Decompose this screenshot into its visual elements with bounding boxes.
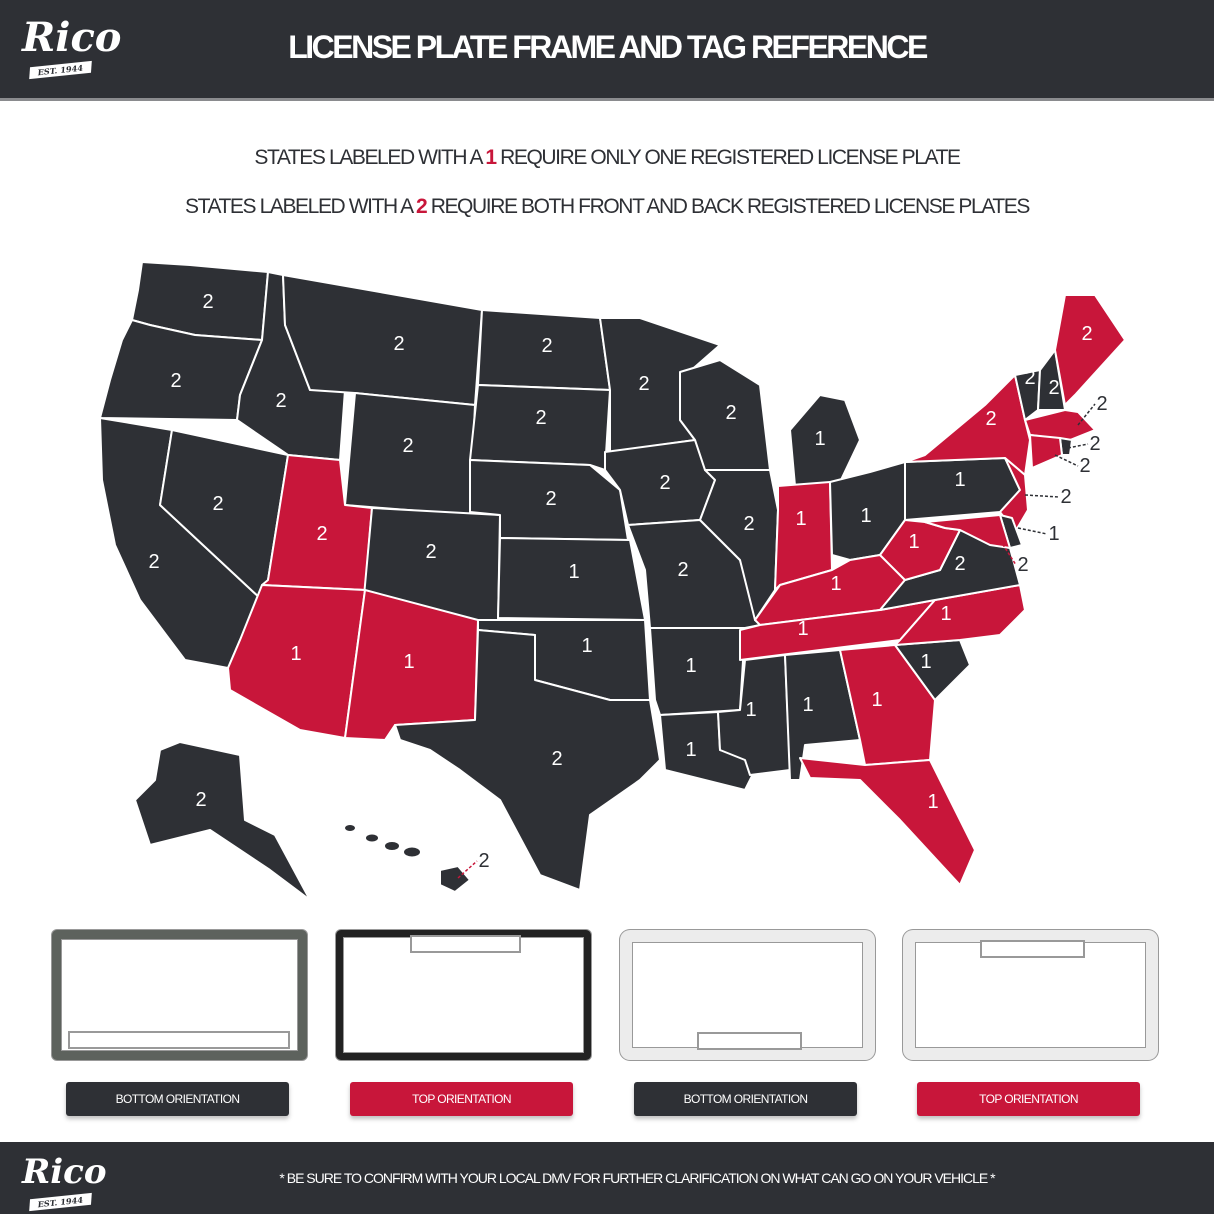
state-label-pa: 1 bbox=[954, 469, 965, 491]
state-label-nc: 1 bbox=[940, 603, 951, 625]
state-label-id: 2 bbox=[275, 390, 286, 412]
state-label-tx: 2 bbox=[551, 748, 562, 770]
state-label-nm: 1 bbox=[403, 651, 414, 673]
state-label-ok: 1 bbox=[581, 635, 592, 657]
state-label-in: 1 bbox=[795, 508, 806, 530]
state-label-wv: 1 bbox=[908, 531, 919, 553]
state-label-me: 2 bbox=[1081, 323, 1092, 345]
state-hi bbox=[439, 865, 471, 893]
hawaii-island bbox=[404, 847, 420, 857]
frame-bar bbox=[68, 1031, 291, 1049]
license-frame-white bbox=[903, 930, 1158, 1060]
state-label-ak: 2 bbox=[195, 789, 206, 811]
state-label-ct: 2 bbox=[1079, 455, 1090, 477]
state-label-ar: 1 bbox=[685, 655, 696, 677]
state-label-wi: 2 bbox=[725, 402, 736, 424]
legend-line-2: STATES LABELED WITH A 2 REQUIRE BOTH FRO… bbox=[184, 195, 1030, 218]
state-ak bbox=[134, 741, 311, 901]
state-label-mi: 1 bbox=[814, 428, 825, 450]
state-label-ne: 2 bbox=[545, 488, 556, 510]
frame-bar bbox=[979, 940, 1086, 958]
state-mt bbox=[282, 274, 483, 406]
state-label-tn: 1 bbox=[797, 618, 808, 640]
state-label-mt: 2 bbox=[393, 333, 404, 355]
state-label-ky: 1 bbox=[830, 573, 841, 595]
frame-bar bbox=[410, 935, 521, 953]
state-label-la: 1 bbox=[685, 739, 696, 761]
callout-line bbox=[1054, 454, 1079, 467]
state-label-ny: 2 bbox=[985, 408, 996, 430]
state-label-vt: 2 bbox=[1024, 367, 1035, 389]
hawaii-island bbox=[345, 825, 355, 831]
orientation-label: TOP ORIENTATION bbox=[917, 1082, 1140, 1116]
state-ny bbox=[904, 374, 1031, 476]
callout-line bbox=[457, 860, 478, 879]
orientation-label: BOTTOM ORIENTATION bbox=[66, 1082, 289, 1116]
license-frame-white bbox=[620, 930, 875, 1060]
license-frame-gunmetal bbox=[52, 930, 307, 1060]
frame-bar bbox=[696, 1032, 803, 1050]
state-tx bbox=[394, 629, 661, 891]
state-label-ia: 2 bbox=[659, 472, 670, 494]
state-label-de: 1 bbox=[1048, 523, 1059, 545]
state-sd bbox=[469, 384, 611, 471]
state-label-ms: 1 bbox=[745, 699, 756, 721]
state-label-wy: 2 bbox=[402, 435, 413, 457]
dmv-note: * BE SURE TO CONFIRM WITH YOUR LOCAL DMV… bbox=[279, 1170, 995, 1186]
state-label-ma: 2 bbox=[1096, 393, 1107, 415]
orientation-label: TOP ORIENTATION bbox=[350, 1082, 573, 1116]
state-label-sc: 1 bbox=[920, 651, 931, 673]
state-label-wa: 2 bbox=[202, 291, 213, 313]
state-label-oh: 1 bbox=[860, 505, 871, 527]
state-label-ut: 2 bbox=[316, 523, 327, 545]
state-ar bbox=[649, 627, 746, 716]
state-label-co: 2 bbox=[425, 541, 436, 563]
state-label-az: 1 bbox=[290, 643, 301, 665]
state-label-ks: 1 bbox=[568, 561, 579, 583]
state-label-il: 2 bbox=[743, 513, 754, 535]
state-label-md: 2 bbox=[1017, 554, 1028, 576]
state-me bbox=[1054, 294, 1126, 406]
header: Rico EST. 1944 LICENSE PLATE FRAME AND T… bbox=[0, 0, 1214, 101]
state-ct bbox=[1029, 434, 1063, 469]
callout-line bbox=[1077, 403, 1096, 426]
legend-line-1: STATES LABELED WITH A 1 REQUIRE ONLY ONE… bbox=[254, 146, 961, 169]
state-fl bbox=[799, 757, 976, 886]
callout-line bbox=[1024, 494, 1060, 498]
license-frame-chrome bbox=[336, 930, 591, 1060]
state-label-va: 2 bbox=[954, 553, 965, 575]
rico-logo: Rico EST. 1944 bbox=[22, 14, 122, 80]
state-label-hi: 2 bbox=[478, 850, 489, 872]
rico-logo-footer: Rico EST. 1944 bbox=[22, 1152, 107, 1212]
callout-line bbox=[1067, 443, 1089, 449]
state-label-or: 2 bbox=[170, 370, 181, 392]
state-label-ga: 1 bbox=[871, 689, 882, 711]
orientation-label: BOTTOM ORIENTATION bbox=[634, 1082, 857, 1116]
state-label-nh: 2 bbox=[1048, 377, 1059, 399]
callout-line bbox=[1017, 527, 1048, 535]
page-title: LICENSE PLATE FRAME AND TAG REFERENCE bbox=[288, 29, 928, 65]
state-label-sd: 2 bbox=[535, 407, 546, 429]
state-label-mn: 2 bbox=[638, 373, 649, 395]
state-label-nj: 2 bbox=[1060, 486, 1071, 508]
state-label-mo: 2 bbox=[677, 559, 688, 581]
hawaii-island bbox=[385, 842, 399, 850]
hawaii-island bbox=[366, 834, 378, 842]
state-label-ri: 2 bbox=[1089, 433, 1100, 455]
state-label-ca: 2 bbox=[148, 551, 159, 573]
state-label-al: 1 bbox=[802, 694, 813, 716]
state-label-nv: 2 bbox=[212, 493, 223, 515]
state-label-fl: 1 bbox=[927, 791, 938, 813]
state-label-nd: 2 bbox=[541, 335, 552, 357]
footer: Rico EST. 1944 * BE SURE TO CONFIRM WITH… bbox=[0, 1142, 1214, 1214]
state-md bbox=[924, 514, 1011, 549]
